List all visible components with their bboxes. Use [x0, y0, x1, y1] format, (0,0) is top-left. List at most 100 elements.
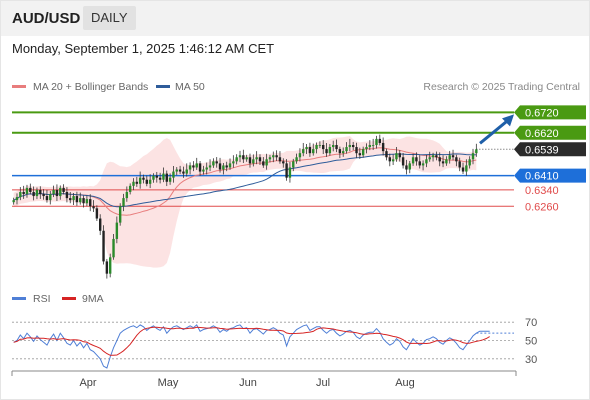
rsi-tick-label: 30	[525, 354, 537, 366]
credit-label: Research © 2025 Trading Central	[423, 81, 580, 93]
candle-body	[59, 187, 62, 197]
candle-body	[375, 138, 378, 146]
candle-body	[381, 142, 385, 152]
candle-body	[431, 155, 435, 158]
candle-body	[348, 145, 352, 148]
candle-body	[282, 161, 285, 164]
candle-body	[89, 199, 92, 207]
level-tag-pivot	[514, 168, 586, 183]
candle-body	[198, 163, 202, 172]
candle-body	[155, 175, 158, 178]
level-tag-resistance	[514, 125, 586, 140]
legend-swatch-9ma	[62, 297, 76, 300]
candle-body	[39, 189, 42, 195]
candle-body	[461, 167, 465, 172]
period-tab[interactable]: DAILY	[83, 6, 136, 30]
candle-body	[441, 161, 445, 164]
candle-body	[22, 191, 25, 195]
candle-body	[292, 161, 295, 168]
candle-body	[451, 155, 455, 158]
candle-body	[225, 165, 228, 168]
time-axis-label: Jun	[239, 377, 257, 389]
candle-body	[79, 198, 82, 203]
projection-arrowhead	[502, 114, 514, 127]
candle-body	[322, 145, 325, 150]
candle-body	[95, 208, 99, 219]
candle-body	[475, 149, 478, 154]
candle-body	[142, 177, 145, 180]
candle-body	[405, 165, 408, 170]
candle-body	[32, 191, 35, 197]
candle-body	[108, 257, 112, 274]
candle-body	[258, 157, 262, 162]
candle-body	[425, 159, 428, 164]
candle-body	[65, 191, 69, 199]
candle-body	[115, 222, 119, 239]
level-label-resistance: 0.6720	[525, 107, 559, 119]
rsi-line	[13, 324, 490, 369]
candle-body	[341, 151, 345, 154]
candle-body	[278, 157, 282, 162]
level-label-support: 0.6260	[525, 201, 559, 213]
candle-body	[175, 169, 178, 172]
candle-body	[132, 181, 135, 186]
candle-body	[302, 149, 305, 154]
candle-body	[371, 145, 375, 146]
candle-body	[162, 173, 165, 180]
candle-body	[118, 206, 122, 223]
candle-body	[242, 155, 245, 160]
timestamp: Monday, September 1, 2025 1:46:12 AM CET	[12, 41, 275, 56]
candle-body	[268, 157, 272, 160]
candle-body	[435, 155, 438, 158]
candle-body	[182, 171, 185, 174]
symbol-title: AUD/USD	[12, 10, 81, 27]
candle-body	[25, 187, 29, 195]
candle-body	[295, 157, 298, 162]
candle-body	[338, 149, 342, 154]
candle-body	[325, 149, 328, 154]
candle-body	[345, 147, 348, 152]
candle-body	[428, 157, 431, 160]
candle-body	[72, 196, 75, 201]
candle-body	[298, 153, 302, 158]
candle-body	[448, 155, 451, 160]
legend-label-ma50: MA 50	[175, 81, 205, 93]
candle-body	[361, 149, 365, 156]
candle-body	[262, 161, 265, 166]
candle-body	[148, 179, 152, 184]
candle-body	[205, 167, 208, 170]
candle-body	[12, 200, 15, 203]
candle-body	[365, 147, 368, 150]
candle-body	[248, 157, 252, 164]
candle-body	[62, 187, 65, 192]
candle-body	[35, 189, 39, 197]
candle-body	[438, 157, 441, 162]
candle-body	[215, 161, 218, 164]
candle-body	[122, 198, 125, 207]
time-axis-label: Apr	[79, 377, 96, 389]
rsi-9ma-line	[13, 326, 490, 356]
candle-body	[178, 169, 182, 172]
candle-body	[421, 163, 425, 166]
candle-body	[245, 157, 248, 160]
candle-body	[335, 145, 338, 150]
candle-body	[468, 159, 471, 166]
candle-body	[318, 145, 322, 146]
candle-body	[328, 147, 332, 154]
candle-body	[212, 161, 215, 166]
candle-body	[395, 153, 398, 160]
time-axis-label: May	[158, 377, 179, 389]
candle-body	[222, 165, 225, 170]
candle-body	[411, 157, 415, 164]
candle-body	[445, 159, 448, 164]
candle-body	[125, 191, 129, 199]
candle-body	[252, 159, 255, 164]
time-axis-label: Aug	[395, 377, 415, 389]
candle-body	[69, 198, 72, 201]
candle-body	[465, 165, 468, 172]
candle-body	[15, 197, 19, 201]
candle-body	[158, 177, 162, 180]
legend-label-rsi: RSI	[33, 293, 51, 305]
legend-label-ma20: MA 20 + Bollinger Bands	[33, 81, 148, 93]
